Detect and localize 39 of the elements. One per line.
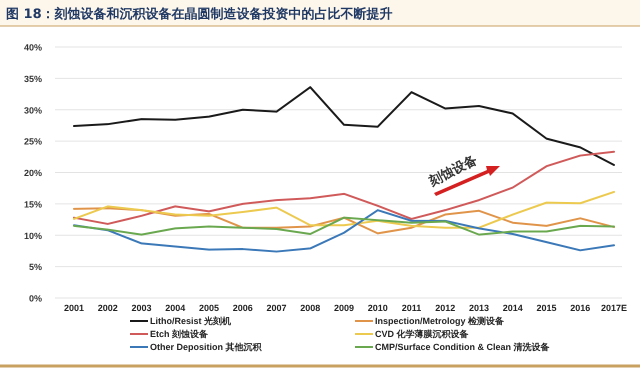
x-tick-label: 2003 bbox=[131, 303, 152, 313]
y-tick-label: 30% bbox=[24, 105, 42, 116]
legend-label: Litho/Resist 光刻机 bbox=[150, 316, 232, 326]
x-tick-label: 2008 bbox=[300, 303, 320, 313]
line-series bbox=[73, 207, 615, 234]
y-tick-label: 10% bbox=[24, 230, 42, 241]
y-tick-label: 5% bbox=[28, 262, 42, 272]
line-series bbox=[73, 150, 615, 225]
x-tick-label: 2010 bbox=[368, 303, 388, 313]
x-tick-label: 2015 bbox=[536, 303, 557, 313]
x-tick-label: 2001 bbox=[64, 303, 84, 313]
y-tick-label: 20% bbox=[24, 168, 42, 178]
x-tick-label: 2009 bbox=[334, 303, 354, 313]
x-tick-label: 2014 bbox=[502, 303, 523, 313]
x-tick-label: 2013 bbox=[468, 303, 490, 313]
legend-label: Inspection/Metrology 检测设备 bbox=[375, 316, 506, 326]
y-tick-label: 35% bbox=[24, 74, 42, 84]
chart-title: 图 18：刻蚀设备和沉积设备在晶圆制造设备投资中的占比不断提升 bbox=[6, 6, 393, 22]
y-tick-label: 40% bbox=[24, 42, 42, 52]
annotation: 刻蚀设备 bbox=[426, 152, 480, 190]
legend-label: CVD 化学薄膜沉积设备 bbox=[375, 329, 470, 339]
x-tick-label: 2005 bbox=[198, 303, 220, 313]
legend-label: Etch 刻蚀设备 bbox=[150, 329, 210, 339]
legend-label: Other Deposition 其他沉积 bbox=[150, 342, 262, 352]
legend-label: CMP/Surface Condition & Clean 清洗设备 bbox=[375, 342, 551, 352]
y-tick-label: 15% bbox=[24, 199, 42, 210]
x-tick-label: 2017E bbox=[600, 303, 628, 313]
line-series bbox=[73, 216, 615, 236]
x-tick-label: 2012 bbox=[435, 303, 456, 313]
x-tick-label: 2004 bbox=[165, 303, 186, 313]
y-tick-label: 25% bbox=[24, 136, 42, 147]
line-series bbox=[73, 209, 615, 253]
x-tick-label: 2011 bbox=[402, 303, 422, 313]
x-tick-label: 2006 bbox=[232, 303, 253, 313]
x-tick-label: 2007 bbox=[266, 303, 287, 313]
x-tick-label: 2002 bbox=[98, 303, 118, 313]
x-tick-label: 2016 bbox=[570, 303, 590, 313]
y-tick-label: 0% bbox=[28, 294, 42, 304]
line-series bbox=[73, 190, 615, 229]
